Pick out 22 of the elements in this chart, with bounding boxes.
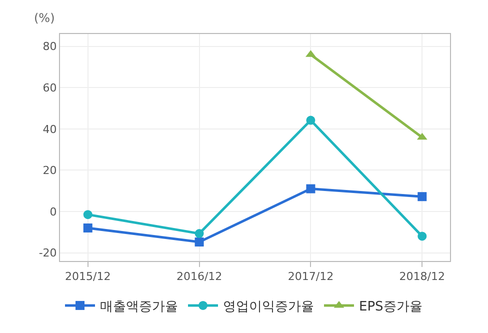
y-tick-label: 40 xyxy=(42,122,57,136)
point xyxy=(83,223,92,232)
y-tick-label: 0 xyxy=(50,205,57,218)
y-tick-label: 60 xyxy=(42,82,57,94)
y-tick-label: -20 xyxy=(38,246,57,260)
point xyxy=(194,229,204,238)
point xyxy=(418,192,427,202)
point xyxy=(306,184,316,194)
point xyxy=(418,232,427,241)
point xyxy=(306,116,316,125)
x-tick-label: 2015/12 xyxy=(65,270,111,284)
legend-label: EPS증가율 xyxy=(359,300,422,315)
y-tick-label: 20 xyxy=(42,164,57,178)
x-tick-label: 2017/12 xyxy=(288,270,334,284)
x-tick-label: 2016/12 xyxy=(176,270,222,284)
y-axis-title: (%) xyxy=(34,11,55,25)
y-tick-label: 80 xyxy=(42,40,57,54)
legend-label: 매출액증가율 xyxy=(100,300,178,315)
point xyxy=(83,210,92,220)
point xyxy=(194,238,204,247)
x-tick-label: 2018/12 xyxy=(399,270,445,284)
legend-label: 영업이익증가율 xyxy=(223,300,314,315)
